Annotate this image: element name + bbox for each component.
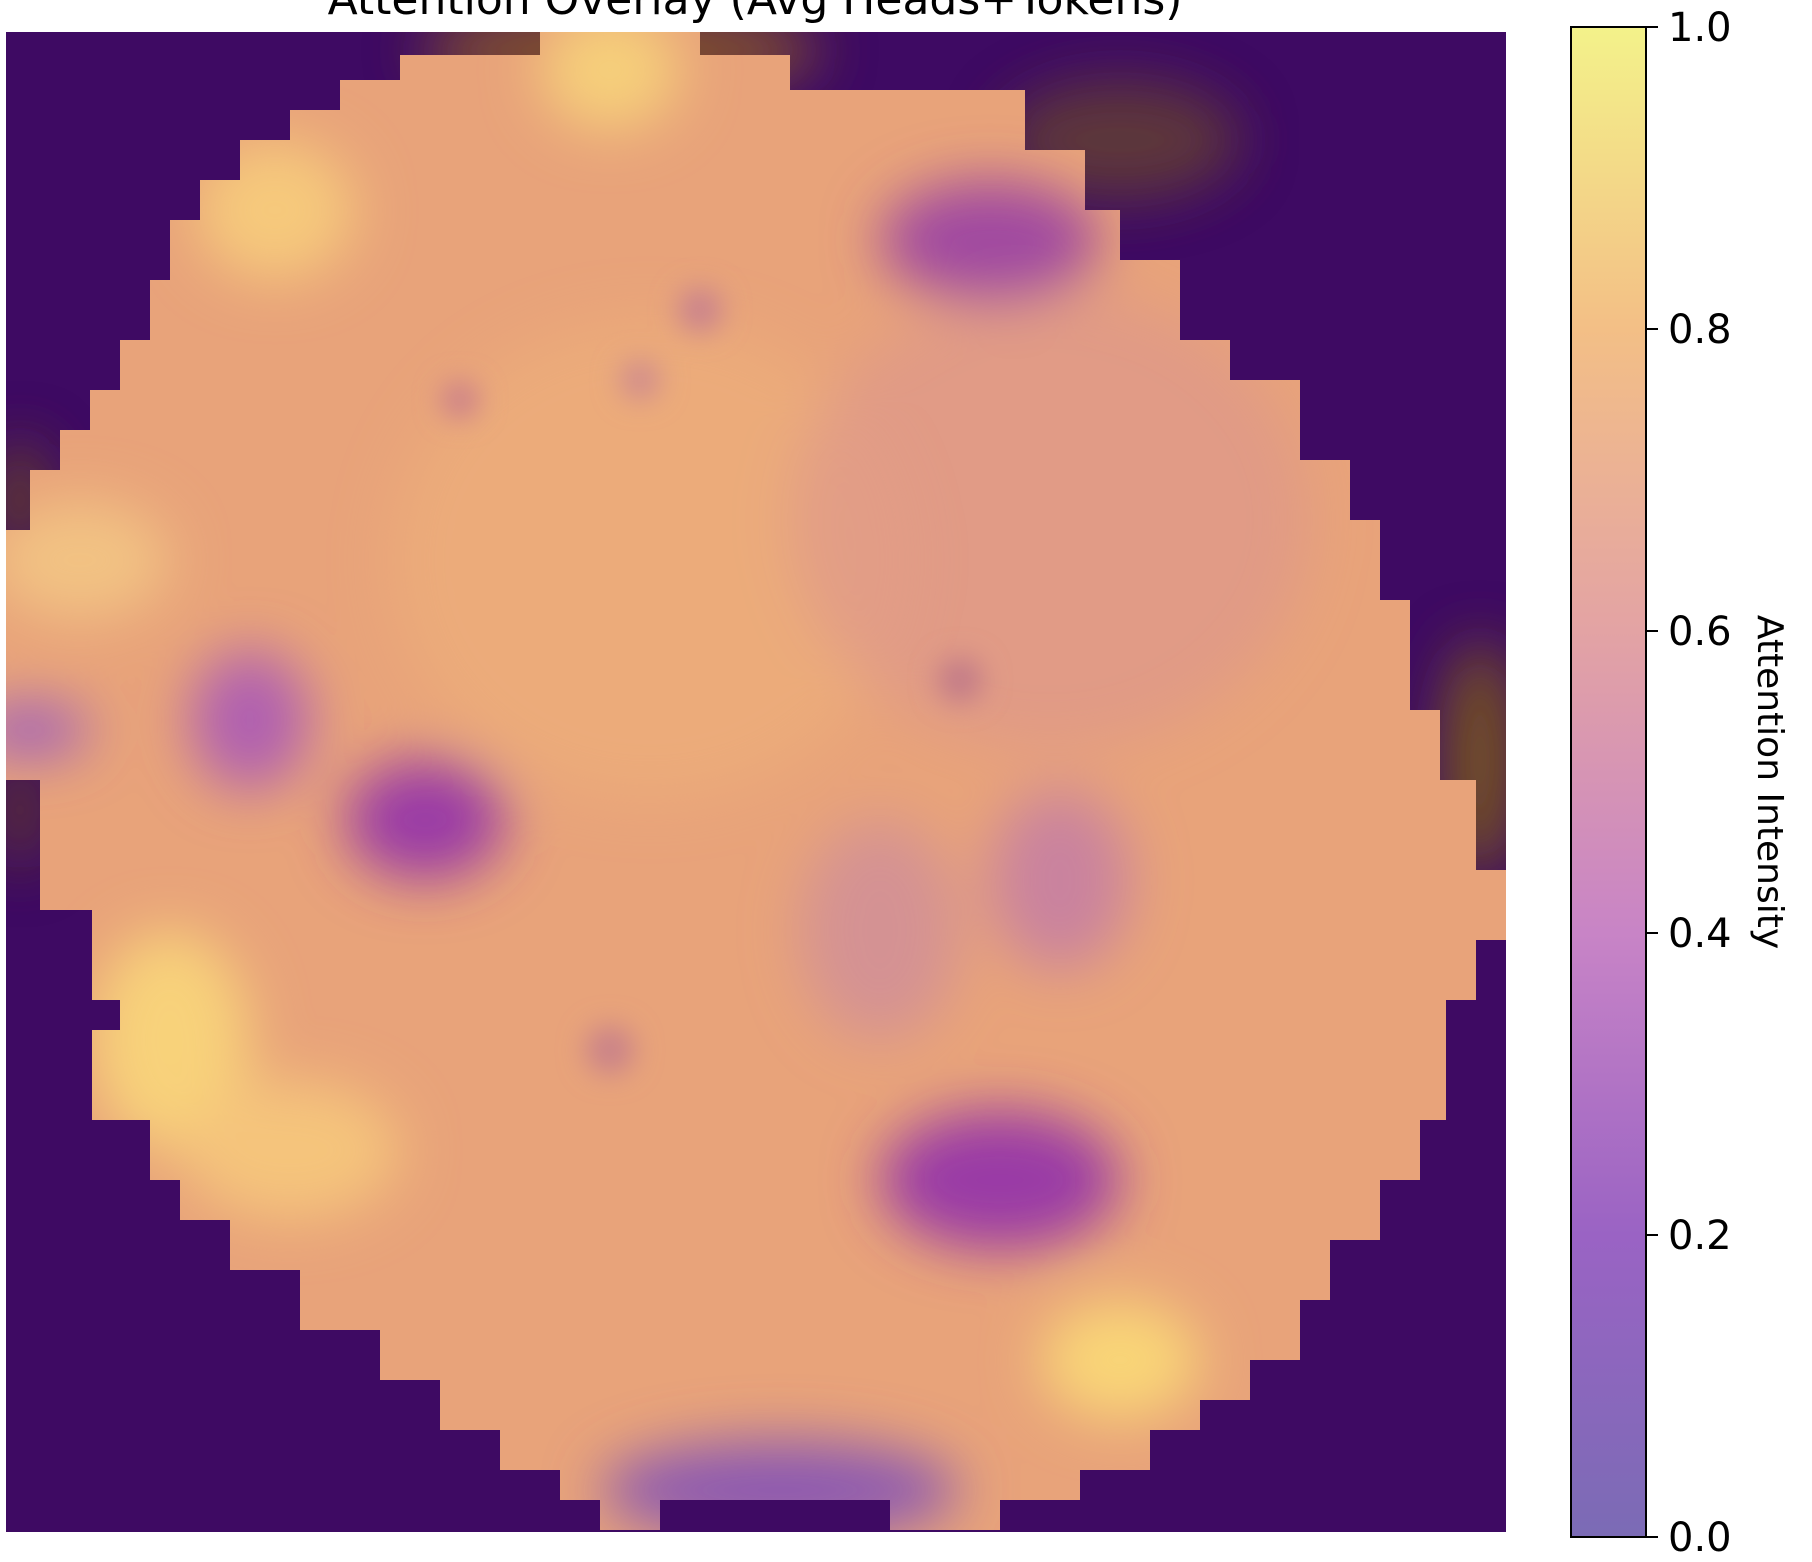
colorbar-ticks: 0.0 0.2 0.4 0.6 0.8 1.0 xyxy=(1646,5,1732,1561)
hotspot-lower-left xyxy=(180,1080,400,1220)
colorbar-label: Attention Intensity xyxy=(1749,615,1790,949)
dot-4 xyxy=(586,1026,634,1074)
hotspot-top xyxy=(540,32,680,130)
cluster-lower-right xyxy=(880,1110,1120,1250)
dot-3 xyxy=(938,658,982,702)
chart-title: Attention Overlay (Avg Heads+Tokens) xyxy=(328,0,1183,25)
colorbar-tick-label: 0.6 xyxy=(1668,609,1732,655)
colorbar: 0.0 0.2 0.4 0.6 0.8 1.0 Attention Intensity xyxy=(1570,5,1790,1561)
left-edge-purple xyxy=(6,705,90,755)
field-mid-warm xyxy=(390,320,910,800)
colorbar-tick-label: 0.8 xyxy=(1668,307,1732,353)
colorbar-tick-label: 0.0 xyxy=(1668,1515,1732,1561)
heatmap-plot xyxy=(6,32,1506,1532)
field-right-pink xyxy=(790,290,1310,750)
cluster-mid-right xyxy=(990,790,1130,970)
dot-5 xyxy=(620,360,660,400)
dot-1 xyxy=(442,382,478,418)
cluster-mid-ring xyxy=(800,820,960,1040)
cluster-left-b xyxy=(345,760,505,880)
dot-2 xyxy=(678,288,722,332)
hotspot-left-edge xyxy=(6,500,170,620)
hotspot-bottom-right xyxy=(1040,1300,1200,1420)
colorbar-tick-label: 0.4 xyxy=(1668,911,1732,957)
hotspot-left xyxy=(90,930,250,1150)
cluster-upper-right xyxy=(880,180,1100,300)
colorbar-gradient xyxy=(1570,26,1647,1538)
colorbar-tick-label: 0.2 xyxy=(1668,1213,1732,1259)
cluster-left-a xyxy=(190,650,310,790)
colorbar-tick-label: 1.0 xyxy=(1668,5,1732,51)
